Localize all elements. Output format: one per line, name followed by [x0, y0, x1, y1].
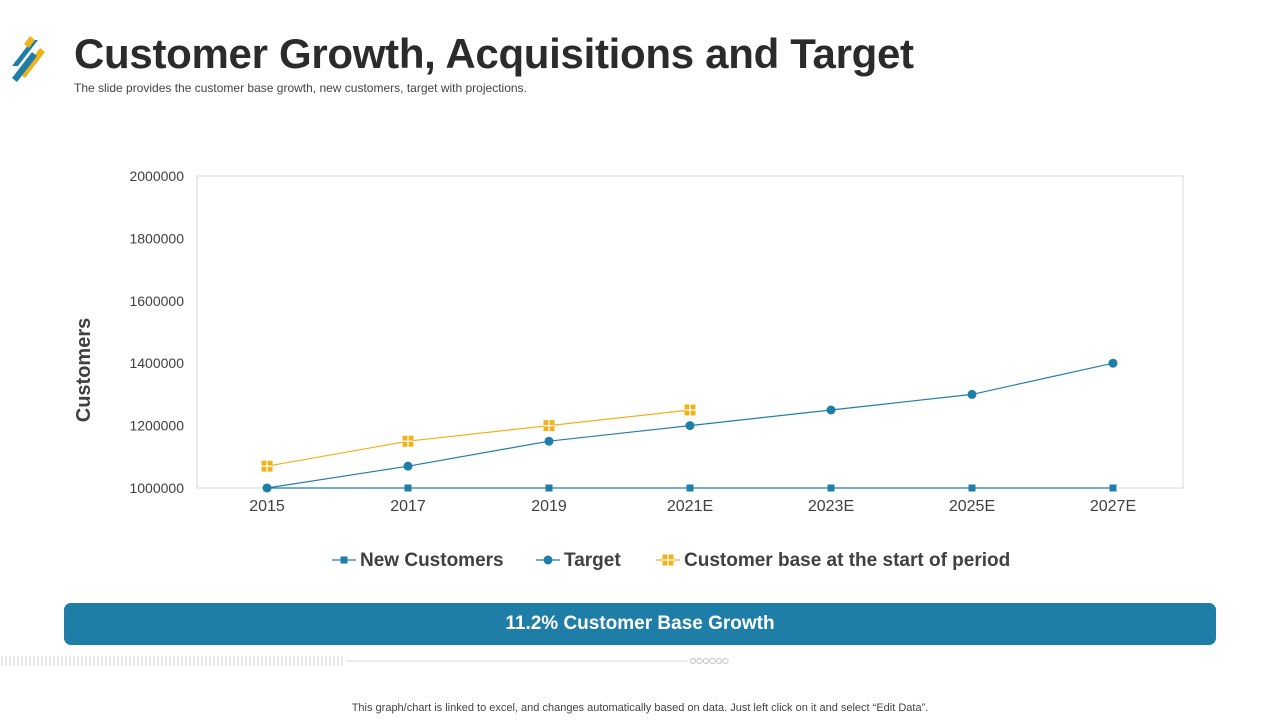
x-tick-label: 2023E: [808, 498, 854, 515]
y-axis-title: Customers: [73, 318, 95, 422]
x-tick-label: 2017: [390, 498, 426, 515]
x-tick-label: 2027E: [1090, 498, 1136, 515]
brand-logo-icon: [12, 36, 45, 82]
legend-label: New Customers: [360, 550, 504, 571]
page-title: Customer Growth, Acquisitions and Target: [74, 30, 914, 77]
data-point-new-customers: [968, 484, 976, 492]
page-subtitle: The slide provides the customer base gro…: [74, 81, 527, 95]
footnote: This graph/chart is linked to excel, and…: [351, 702, 929, 714]
legend-marker-customer-base-at-the-start-of-period: [662, 554, 674, 566]
data-point-target: [826, 405, 836, 415]
data-point-new-customers: [404, 484, 412, 492]
y-tick-label: 1000000: [129, 480, 184, 496]
x-tick-label: 2021E: [667, 498, 713, 515]
data-point-customer-base-at-the-start-of-period: [543, 420, 555, 432]
data-point-target: [403, 461, 413, 471]
series-line-customer-base-at-the-start-of-period: [266, 409, 691, 467]
data-point-customer-base-at-the-start-of-period: [684, 404, 696, 416]
data-point-new-customers: [1109, 484, 1117, 492]
y-tick-label: 1600000: [129, 293, 184, 309]
data-point-target: [685, 421, 695, 431]
data-point-target: [544, 436, 554, 446]
legend-marker-target: [543, 555, 553, 565]
x-tick-label: 2015: [249, 498, 285, 515]
data-point-target: [1108, 358, 1118, 368]
legend-label: Customer base at the start of period: [684, 550, 1010, 571]
decorative-divider: [1, 656, 729, 666]
data-point-new-customers: [545, 484, 553, 492]
data-point-customer-base-at-the-start-of-period: [261, 460, 273, 472]
growth-banner: 11.2% Customer Base Growth: [64, 603, 1216, 645]
y-tick-label: 1800000: [129, 230, 184, 246]
data-point-new-customers: [827, 484, 835, 492]
data-point-new-customers: [686, 484, 694, 492]
x-tick-label: 2019: [531, 498, 567, 515]
y-tick-label: 1200000: [129, 418, 184, 434]
y-tick-label: 1400000: [129, 355, 184, 371]
legend-marker-new-customers: [340, 556, 348, 564]
data-point-target: [262, 483, 272, 493]
line-chart[interactable]: 1000000 1200000 1400000 1600000 1800000 20000…: [0, 0, 1280, 600]
data-point-customer-base-at-the-start-of-period: [402, 435, 414, 447]
data-point-target: [967, 389, 977, 399]
legend-label: Target: [564, 550, 621, 571]
plot-area: [196, 175, 1184, 489]
y-tick-label: 2000000: [129, 168, 184, 184]
x-tick-label: 2025E: [949, 498, 995, 515]
